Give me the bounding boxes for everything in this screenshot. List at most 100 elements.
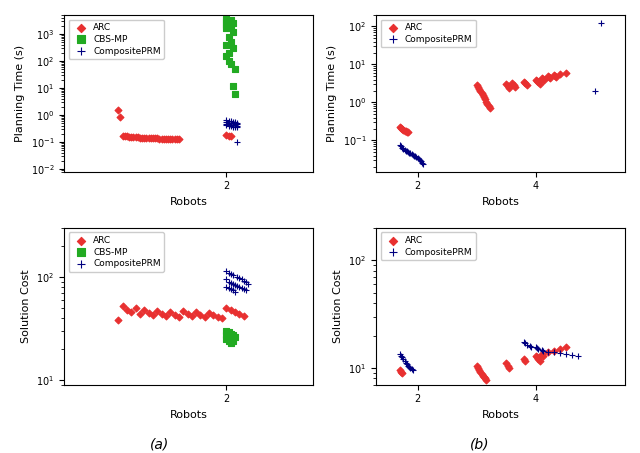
Point	[221, 304, 232, 312]
Point	[412, 154, 422, 162]
Point	[472, 82, 482, 89]
Point	[228, 280, 238, 287]
Point	[223, 58, 234, 65]
Point	[479, 374, 489, 381]
Point	[408, 151, 418, 159]
Point	[141, 135, 152, 142]
Point	[531, 344, 541, 351]
Point	[544, 73, 554, 81]
Point	[538, 347, 548, 354]
Point	[481, 99, 492, 106]
Point	[409, 152, 419, 159]
Point	[223, 284, 234, 292]
Point	[221, 18, 232, 25]
Point	[232, 122, 243, 130]
Point	[143, 135, 154, 142]
Point	[555, 345, 565, 352]
Point	[397, 144, 407, 151]
Point	[476, 368, 486, 376]
Point	[221, 131, 232, 139]
Point	[165, 308, 175, 315]
Point	[237, 284, 247, 292]
Point	[221, 15, 232, 23]
Point	[226, 17, 236, 24]
Point	[522, 81, 532, 88]
Point	[221, 335, 232, 342]
Point	[212, 313, 223, 320]
Point	[221, 53, 232, 60]
Point	[221, 25, 232, 32]
Point	[398, 356, 408, 363]
Point	[239, 285, 249, 293]
Point	[128, 133, 138, 140]
Point	[167, 135, 177, 143]
Point	[161, 312, 171, 319]
Point	[228, 28, 238, 35]
Point	[223, 33, 234, 40]
Point	[403, 362, 413, 369]
Point	[122, 133, 132, 140]
Point	[232, 139, 243, 146]
Point	[522, 341, 532, 348]
Point	[226, 339, 236, 346]
Point	[226, 39, 236, 46]
Point	[533, 345, 543, 352]
Point	[173, 313, 184, 320]
Point	[397, 369, 407, 376]
Point	[126, 308, 136, 315]
Point	[221, 267, 232, 275]
Point	[396, 143, 406, 150]
Point	[481, 376, 492, 383]
Point	[502, 82, 513, 90]
Point	[519, 338, 529, 345]
Point	[476, 87, 486, 95]
Point	[228, 120, 238, 127]
Point	[226, 118, 236, 125]
Point	[480, 375, 490, 382]
Point	[508, 81, 518, 88]
Point	[228, 19, 238, 27]
Point	[230, 308, 240, 315]
Point	[555, 349, 565, 357]
Point	[404, 363, 414, 371]
Point	[241, 287, 251, 294]
Point	[178, 307, 188, 314]
Point	[473, 84, 483, 91]
Point	[402, 128, 412, 135]
Point	[228, 271, 238, 279]
Point	[172, 136, 182, 143]
Point	[537, 74, 547, 81]
Point	[501, 360, 511, 367]
Point	[132, 134, 143, 141]
Point	[532, 77, 542, 84]
Point	[395, 141, 405, 149]
Point	[501, 81, 511, 88]
Point	[395, 124, 405, 131]
Point	[221, 275, 232, 283]
Point	[410, 153, 420, 160]
Point	[234, 310, 244, 317]
Point	[395, 366, 405, 374]
Point	[397, 354, 407, 361]
Legend: ARC, CBS-MP, CompositePRM: ARC, CBS-MP, CompositePRM	[68, 19, 164, 59]
Point	[159, 135, 169, 142]
Point	[135, 134, 145, 141]
Point	[508, 80, 518, 87]
Point	[217, 314, 227, 322]
Point	[476, 370, 486, 377]
Point	[413, 156, 424, 163]
Point	[239, 312, 249, 319]
Point	[221, 116, 232, 124]
Point	[572, 352, 582, 359]
Point	[226, 121, 236, 128]
Point	[401, 147, 411, 154]
Point	[596, 20, 607, 27]
Point	[152, 135, 163, 142]
Point	[226, 24, 236, 31]
Point	[480, 96, 490, 103]
Point	[226, 270, 236, 277]
Point	[139, 306, 149, 313]
Point	[540, 77, 550, 84]
Point	[165, 135, 175, 143]
Point	[397, 125, 407, 133]
